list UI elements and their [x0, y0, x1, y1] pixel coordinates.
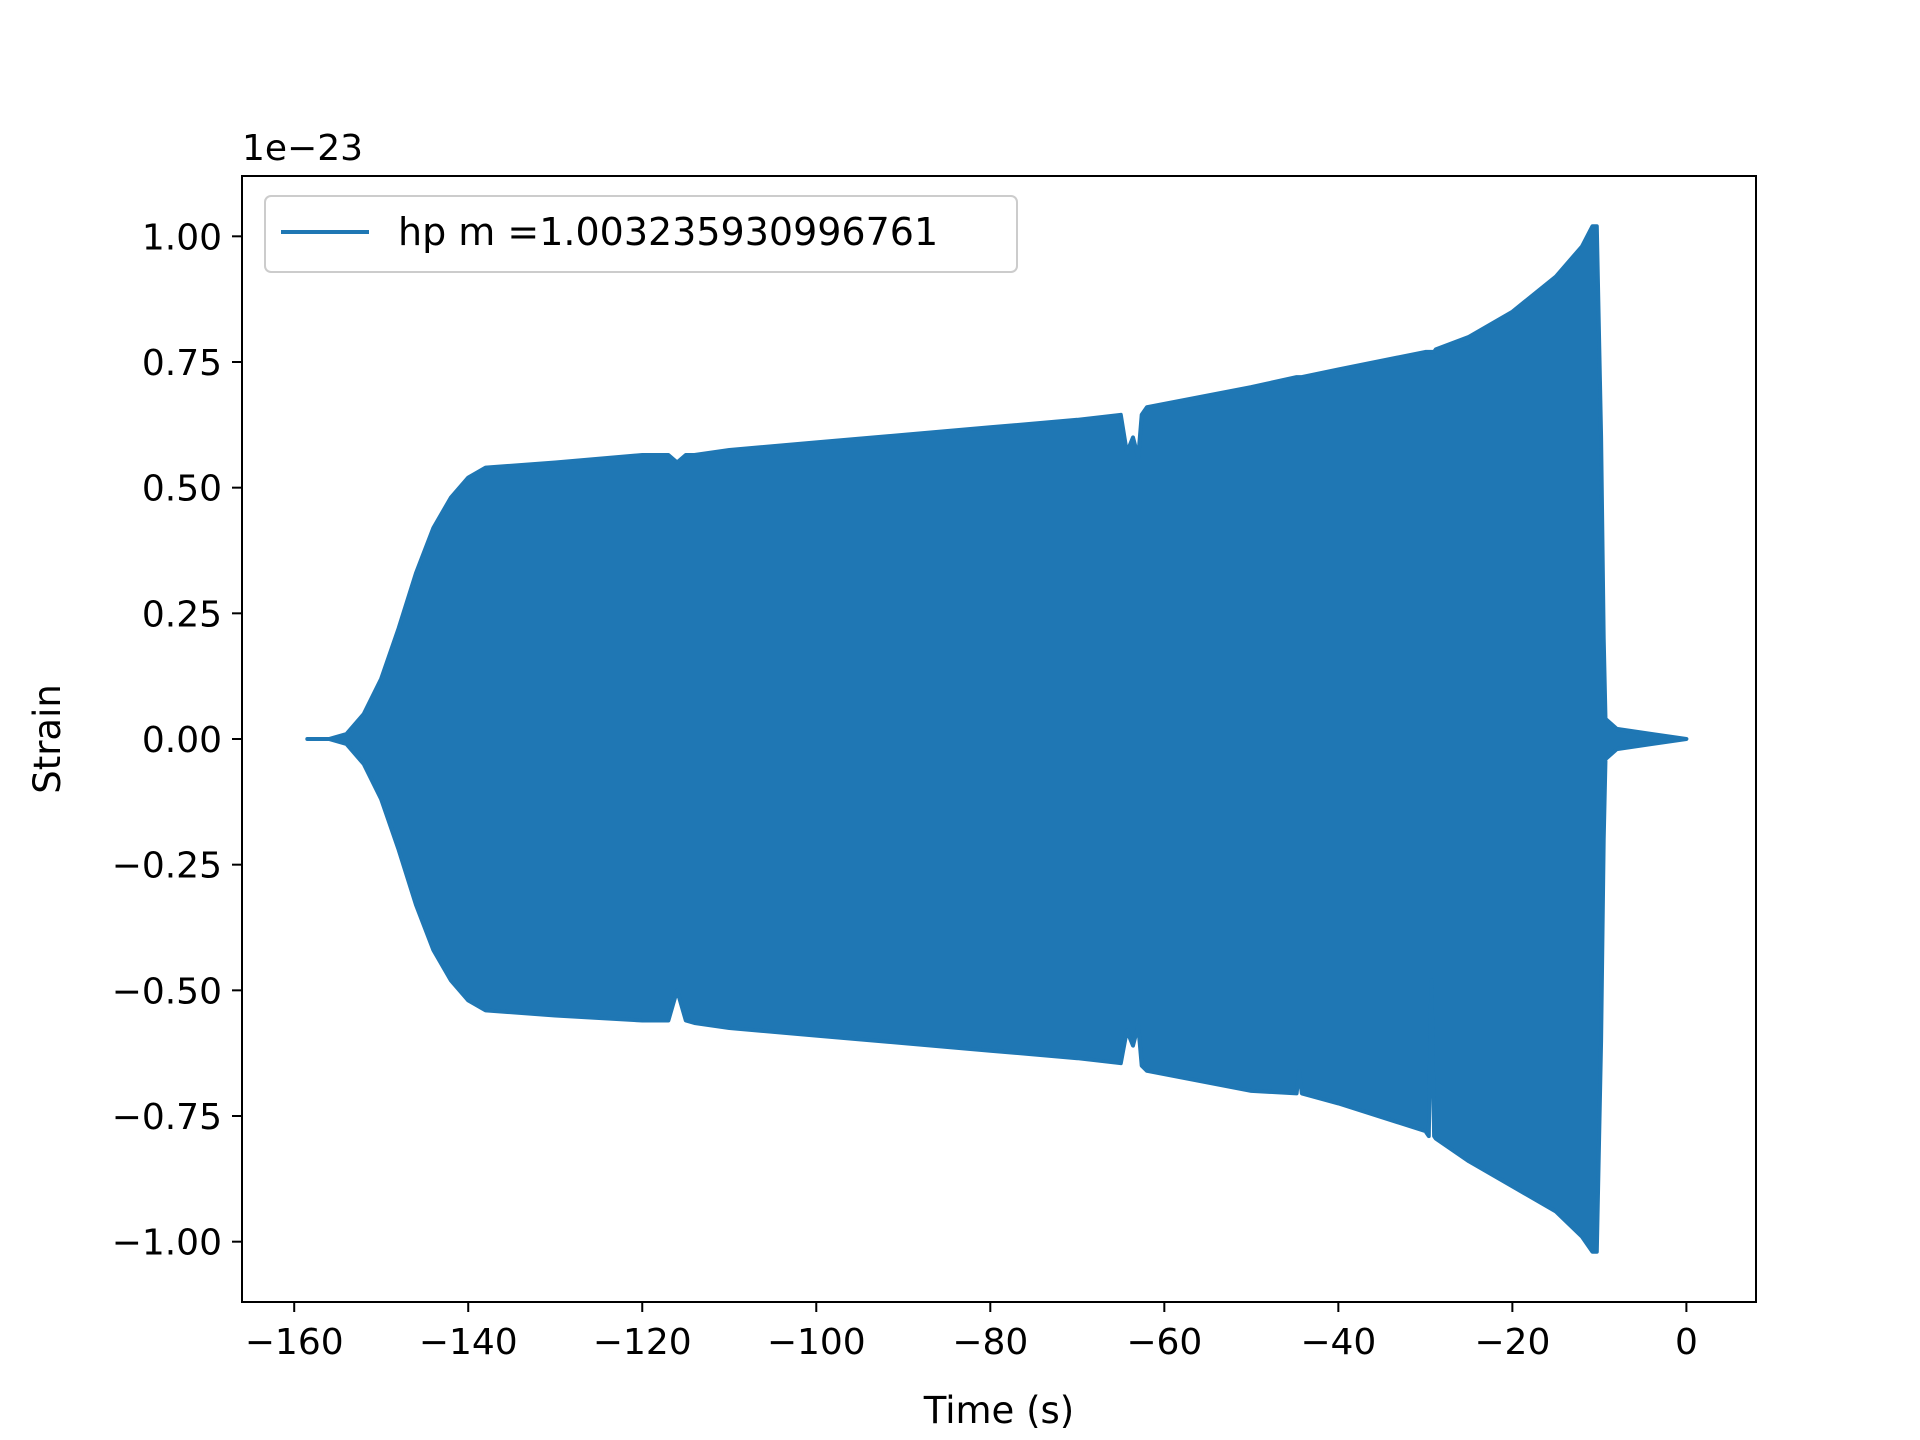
x-tick-label: −60: [1126, 1322, 1202, 1363]
y-tick-label: −1.00: [112, 1223, 222, 1264]
x-tick-label: −20: [1474, 1322, 1550, 1363]
series-0-envelope: [305, 224, 1689, 1254]
y-axis-label: Strain: [26, 684, 69, 794]
y-tick-label: 0.00: [142, 720, 222, 761]
y-tick-label: 0.50: [142, 469, 222, 510]
y-tick-label: −0.75: [112, 1097, 222, 1138]
x-tick-label: −100: [767, 1322, 866, 1363]
y-tick-label: −0.25: [112, 846, 222, 887]
plot-frame: [241, 175, 1757, 1303]
legend: hp m =1.003235930996761: [264, 195, 1018, 273]
x-axis-label: Time (s): [923, 1389, 1074, 1432]
x-tick-label: −80: [952, 1322, 1028, 1363]
x-tick-label: −140: [419, 1322, 518, 1363]
y-tick-label: 0.75: [142, 343, 222, 384]
y-tick-label: 1.00: [142, 217, 222, 258]
legend-box: [264, 195, 1018, 273]
x-tick-label: 0: [1675, 1322, 1698, 1363]
x-axis-ticks: −160 −140 −120 −100 −80 −60 −40 −20 0: [245, 1302, 1698, 1363]
series-layer: [305, 224, 1689, 1254]
legend-label: hp m =1.003235930996761: [398, 210, 938, 254]
y-scale-offset-label: 1e−23: [242, 128, 363, 169]
x-tick-label: −160: [245, 1322, 344, 1363]
x-tick-label: −120: [593, 1322, 692, 1363]
y-tick-label: −0.50: [112, 971, 222, 1012]
y-axis-ticks: 1.00 0.75 0.50 0.25 0.00 −0.25 −0.50 −0.75 −1.00: [112, 217, 242, 1264]
y-tick-label: 0.25: [142, 594, 222, 635]
x-tick-label: −40: [1300, 1322, 1376, 1363]
